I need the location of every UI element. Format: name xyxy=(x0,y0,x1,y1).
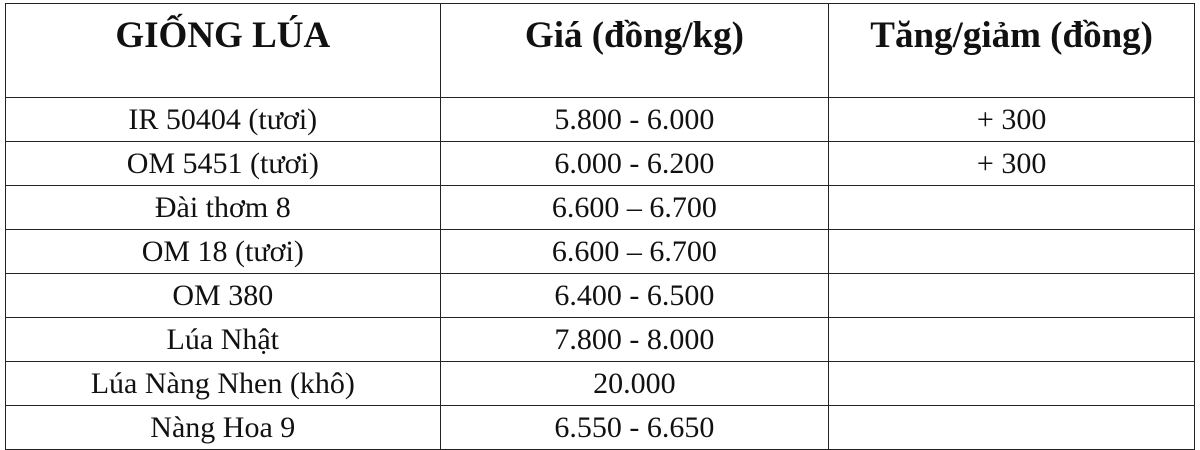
variety-cell: Lúa Nhật xyxy=(5,317,441,362)
change-cell: + 300 xyxy=(828,97,1195,142)
table-row: IR 50404 (tươi) 5.800 - 6.000 + 300 xyxy=(5,97,1195,142)
price-cell: 6.550 - 6.650 xyxy=(439,405,830,450)
change-cell xyxy=(828,361,1195,406)
change-cell xyxy=(828,317,1195,362)
variety-cell: IR 50404 (tươi) xyxy=(5,97,441,142)
header-variety: GIỐNG LÚA xyxy=(5,3,441,98)
price-cell: 5.800 - 6.000 xyxy=(439,97,830,142)
variety-cell: OM 18 (tươi) xyxy=(5,229,441,274)
change-cell xyxy=(828,273,1195,318)
header-price: Giá (đồng/kg) xyxy=(439,3,830,98)
price-cell: 20.000 xyxy=(439,361,830,406)
change-cell xyxy=(828,185,1195,230)
header-change: Tăng/giảm (đồng) xyxy=(828,3,1195,98)
table-row: OM 380 6.400 - 6.500 xyxy=(5,273,1195,318)
price-cell: 6.600 – 6.700 xyxy=(439,229,830,274)
header-row: GIỐNG LÚA Giá (đồng/kg) Tăng/giảm (đồng) xyxy=(5,3,1195,98)
table-row: Đài thơm 8 6.600 – 6.700 xyxy=(5,185,1195,230)
variety-cell: Lúa Nàng Nhen (khô) xyxy=(5,361,441,406)
table-row: OM 5451 (tươi) 6.000 - 6.200 + 300 xyxy=(5,141,1195,186)
price-cell: 7.800 - 8.000 xyxy=(439,317,830,362)
variety-cell: OM 5451 (tươi) xyxy=(5,141,441,186)
variety-cell: Đài thơm 8 xyxy=(5,185,441,230)
table-row: Lúa Nàng Nhen (khô) 20.000 xyxy=(5,361,1195,406)
table-row: OM 18 (tươi) 6.600 – 6.700 xyxy=(5,229,1195,274)
table-row: Nàng Hoa 9 6.550 - 6.650 xyxy=(5,405,1195,450)
table-row: Lúa Nhật 7.800 - 8.000 xyxy=(5,317,1195,362)
price-cell: 6.600 – 6.700 xyxy=(439,185,830,230)
change-cell xyxy=(828,405,1195,450)
rice-price-table: GIỐNG LÚA Giá (đồng/kg) Tăng/giảm (đồng)… xyxy=(5,3,1195,450)
change-cell xyxy=(828,229,1195,274)
change-cell: + 300 xyxy=(828,141,1195,186)
price-cell: 6.400 - 6.500 xyxy=(439,273,830,318)
variety-cell: OM 380 xyxy=(5,273,441,318)
price-cell: 6.000 - 6.200 xyxy=(439,141,830,186)
variety-cell: Nàng Hoa 9 xyxy=(5,405,441,450)
